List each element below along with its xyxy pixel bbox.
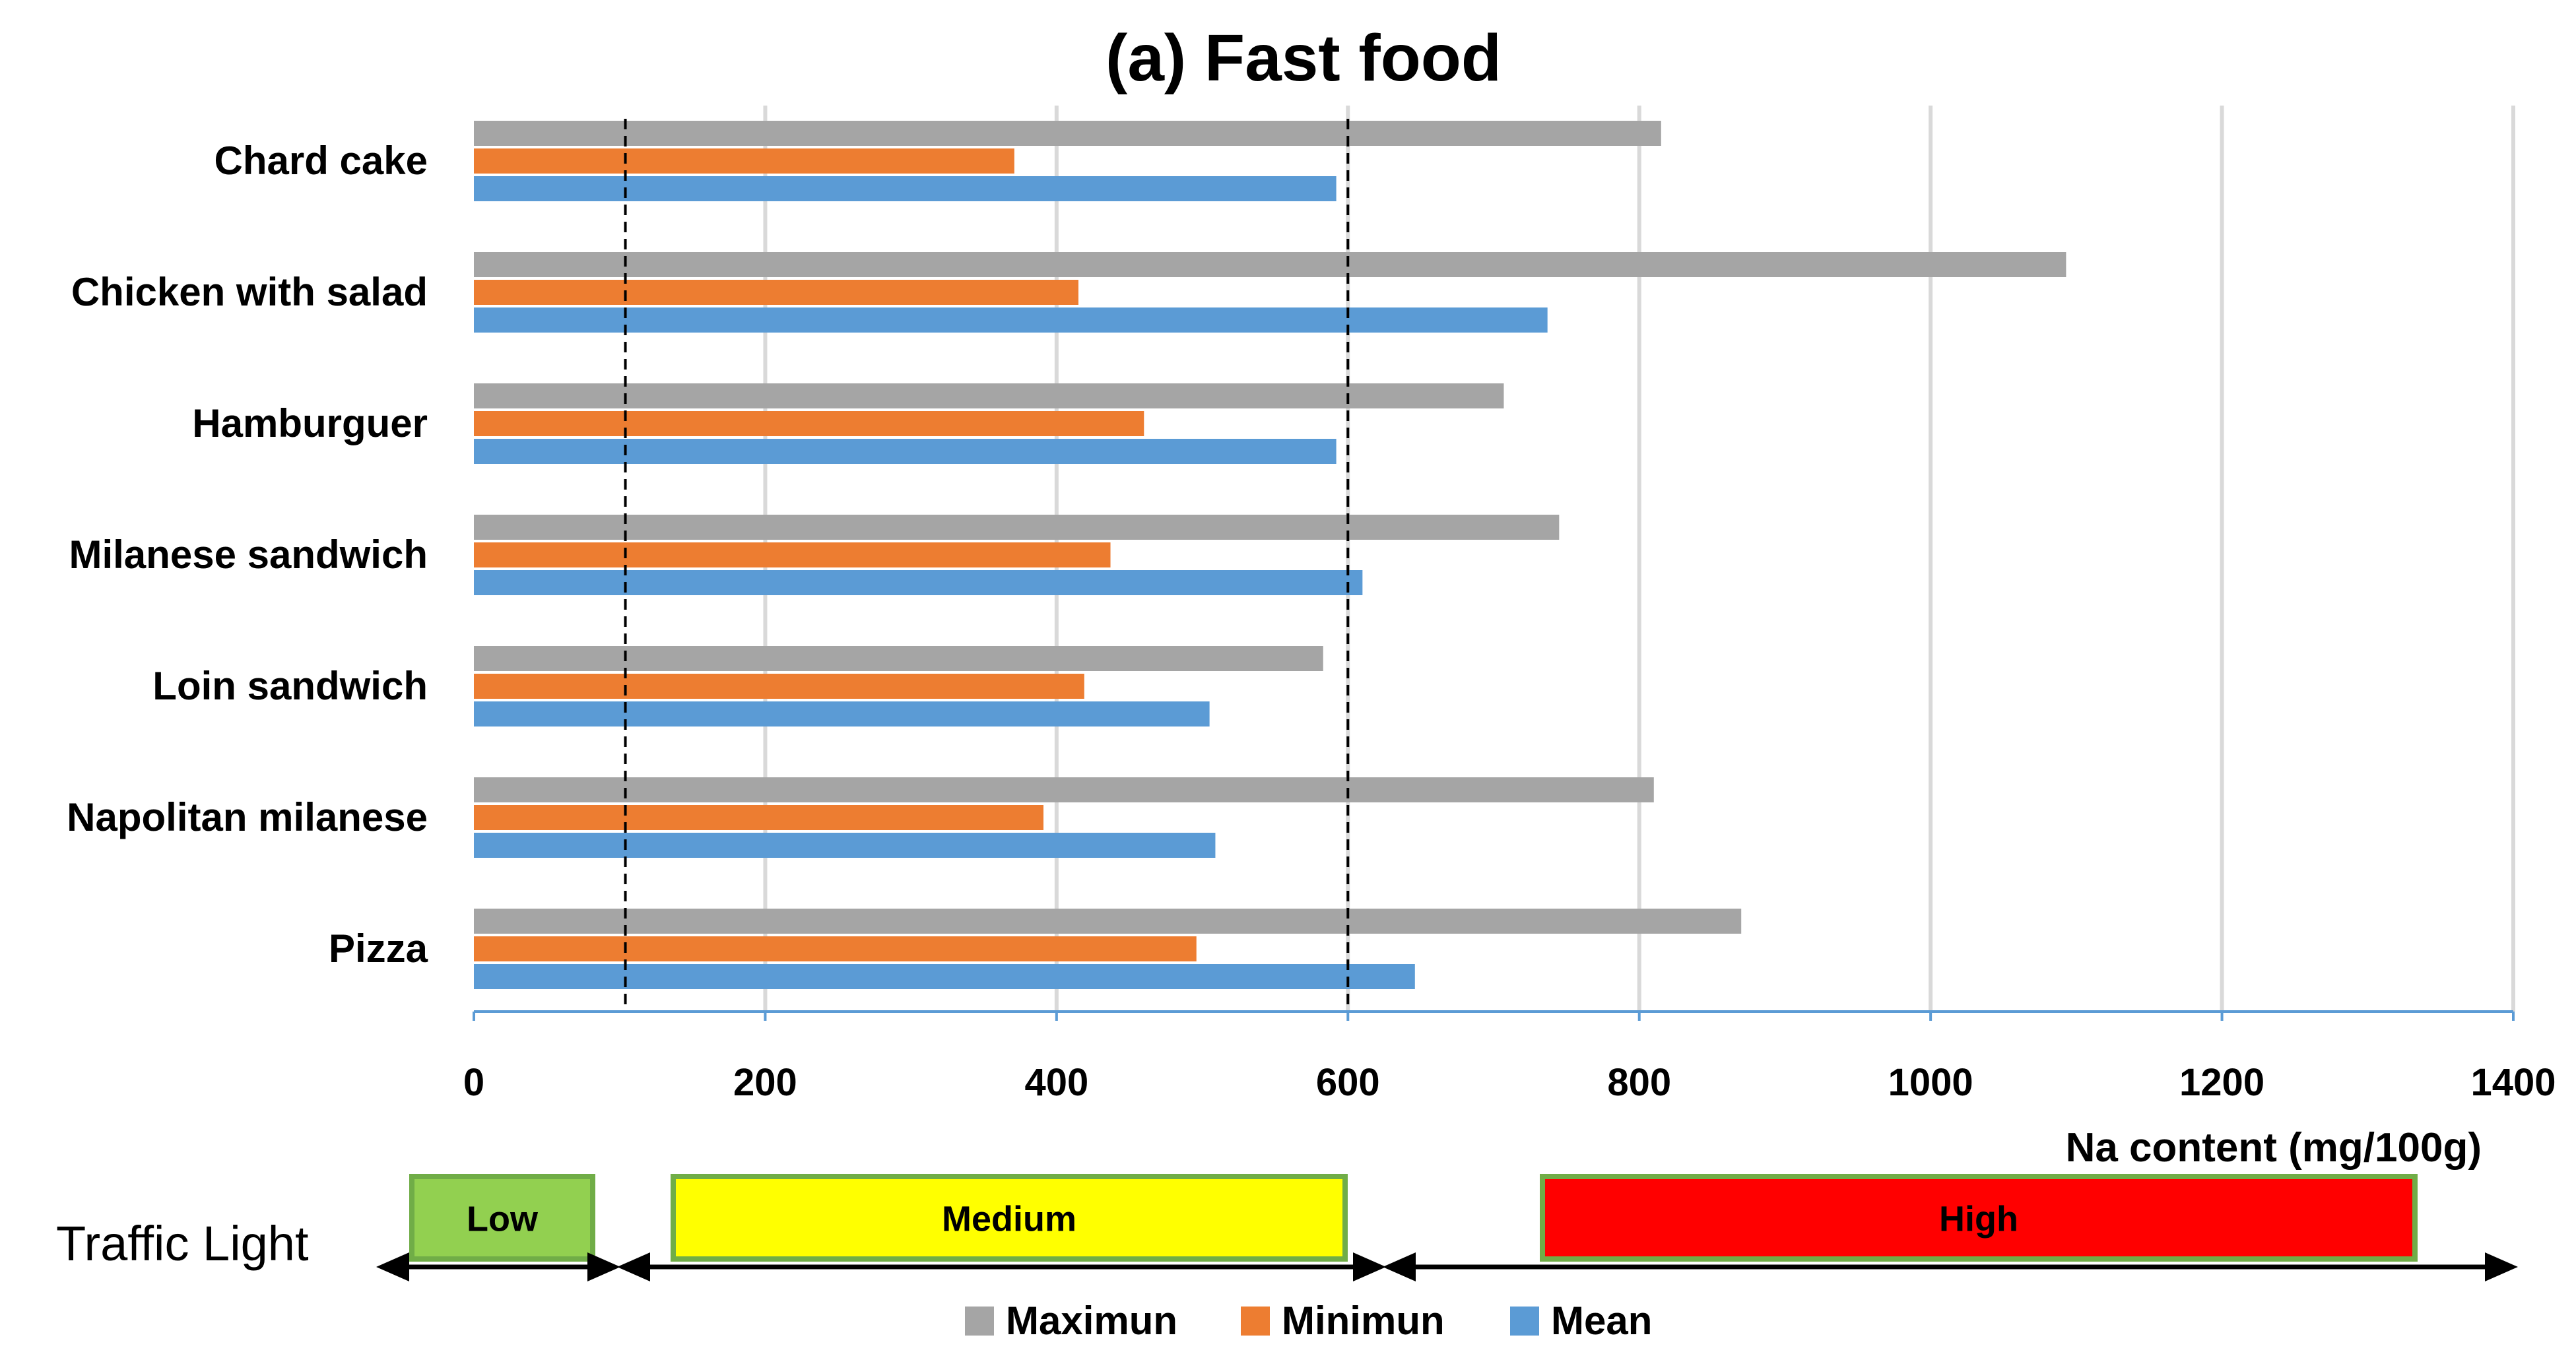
traffic-light: Traffic Light Low Medium High	[56, 1174, 2518, 1281]
x-tick-label: 600	[1316, 1061, 1380, 1104]
bar-minimun	[474, 411, 1144, 436]
legend-label-maximun: Maximun	[1006, 1299, 1177, 1343]
bar-minimun	[474, 542, 1111, 567]
bar-minimun	[474, 674, 1084, 699]
arrow-head-left	[617, 1252, 650, 1281]
legend-swatch-maximun	[965, 1307, 994, 1336]
bar-maximun	[474, 121, 1661, 146]
reference-lines	[624, 119, 1350, 1012]
bar-maximun	[474, 252, 2066, 277]
bar-maximun	[474, 646, 1323, 671]
x-tick-label: 1200	[2179, 1061, 2264, 1104]
traffic-band-label: High	[1939, 1200, 2018, 1239]
traffic-band-high	[1540, 1174, 2418, 1262]
legend-swatch-minimun	[1241, 1307, 1270, 1336]
category-label: Hamburguer	[192, 401, 428, 445]
bar-mean	[474, 570, 1363, 595]
bar-minimun	[474, 148, 1014, 174]
x-tick-label: 1400	[2470, 1061, 2556, 1104]
bar-maximun	[474, 909, 1742, 934]
bar-minimun	[474, 805, 1043, 830]
category-label: Milanese sandwich	[69, 533, 428, 577]
x-tick-label: 400	[1024, 1061, 1088, 1104]
x-axis	[473, 1010, 2515, 1021]
bars	[474, 121, 2066, 989]
x-tick-label: 800	[1607, 1061, 1671, 1104]
traffic-band-medium	[671, 1174, 1348, 1262]
bar-maximun	[474, 515, 1560, 540]
x-tick-labels: 0 200 400 600 800 1000 1200 1400	[463, 1061, 2556, 1104]
chart-title: (a) Fast food	[1106, 21, 1502, 95]
arrow-head-right	[2485, 1252, 2518, 1281]
category-label: Pizza	[329, 926, 428, 971]
legend-swatch-mean	[1510, 1307, 1539, 1336]
bar-maximun	[474, 777, 1654, 802]
arrow-head-right	[1353, 1252, 1386, 1281]
bar-mean	[474, 439, 1337, 464]
x-tick-label: 200	[733, 1061, 797, 1104]
bar-minimun	[474, 936, 1197, 961]
category-label: Chicken with salad	[71, 270, 428, 314]
category-labels: Chard cake Chicken with salad Hamburguer Mi…	[67, 139, 428, 971]
arrow-head-right	[587, 1252, 620, 1281]
traffic-light-label: Traffic Light	[56, 1216, 309, 1271]
bar-minimun	[474, 280, 1078, 305]
traffic-band-label: Low	[467, 1200, 539, 1239]
category-label: Napolitan milanese	[67, 795, 428, 839]
x-tick-label: 0	[463, 1061, 484, 1104]
legend-label-minimun: Minimun	[1282, 1299, 1445, 1343]
arrow-head-left	[1383, 1252, 1416, 1281]
legend: Maximun Minimun Mean	[965, 1299, 1652, 1343]
bar-maximun	[474, 383, 1504, 408]
bar-mean	[474, 307, 1548, 333]
category-label: Loin sandwich	[152, 664, 428, 708]
bar-mean	[474, 176, 1337, 201]
bar-mean	[474, 833, 1216, 858]
arrow-head-left	[376, 1252, 409, 1281]
bar-mean	[474, 701, 1210, 726]
traffic-band-label: Medium	[942, 1200, 1076, 1239]
bar-mean	[474, 964, 1415, 989]
traffic-band-low	[409, 1174, 595, 1262]
legend-label-mean: Mean	[1551, 1299, 1652, 1343]
x-tick-label: 1000	[1888, 1061, 1973, 1104]
category-label: Chard cake	[215, 139, 428, 183]
x-axis-label: Na content (mg/100g)	[2066, 1125, 2482, 1171]
